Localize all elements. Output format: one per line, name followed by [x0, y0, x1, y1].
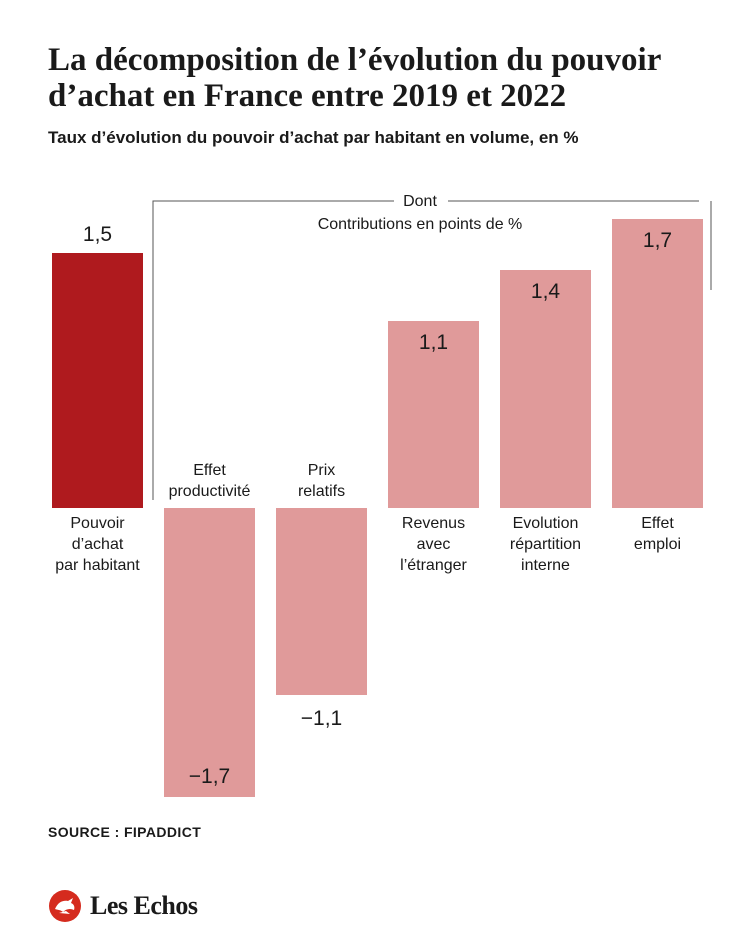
value-label: −1,7 [189, 765, 230, 788]
category-label: productivité [169, 483, 251, 500]
bracket-line [152, 200, 712, 500]
contributions-bracket: Dont Contributions en points de % [152, 192, 712, 500]
category-label: avec [417, 536, 451, 553]
bars-group [52, 219, 703, 797]
category-label: relatifs [298, 483, 345, 500]
bracket-label-contributions: Contributions en points de % [318, 216, 523, 233]
chart-title: La décomposition de l’évolution du pouvo… [48, 42, 661, 114]
category-label: d’achat [72, 536, 124, 553]
chart-subtitle: Taux d’évolution du pouvoir d’achat par … [48, 128, 579, 147]
category-label: Pouvoir [70, 515, 125, 532]
bar [276, 508, 367, 695]
category-label: Evolution [513, 515, 579, 532]
value-label: 1,1 [419, 331, 448, 354]
bracket-label-dont: Dont [403, 193, 437, 210]
bracket-label-background [394, 192, 448, 212]
brand-name: Les Echos [90, 891, 198, 920]
category-labels-group: Pouvoir d’achat par habitant Effet productiv… [55, 462, 681, 574]
bar [612, 219, 703, 508]
category-label: par habitant [55, 557, 140, 574]
bar-chart: Dont Contributions en points de % 1,5 −1,… [52, 192, 712, 797]
bar [164, 508, 255, 797]
source-note: SOURCE : FIPADDICT [48, 824, 202, 840]
value-label: 1,7 [643, 229, 672, 252]
category-label: répartition [510, 536, 581, 553]
value-labels-group: 1,5 −1,7 −1,1 1,1 1,4 1,7 [83, 223, 672, 788]
brand-logo: Les Echos [48, 888, 198, 924]
value-label: −1,1 [301, 707, 342, 730]
bar [388, 321, 479, 508]
bar [52, 253, 143, 508]
category-label: l’étranger [400, 557, 467, 574]
category-label: Effet [193, 462, 226, 479]
category-label: emploi [634, 536, 681, 553]
category-label: Effet [641, 515, 674, 532]
bar [500, 270, 591, 508]
category-label: Revenus [402, 515, 465, 532]
value-label: 1,5 [83, 223, 112, 246]
les-echos-logo-icon [49, 890, 81, 922]
category-label: interne [521, 557, 570, 574]
value-label: 1,4 [531, 280, 561, 303]
category-label: Prix [308, 462, 336, 479]
